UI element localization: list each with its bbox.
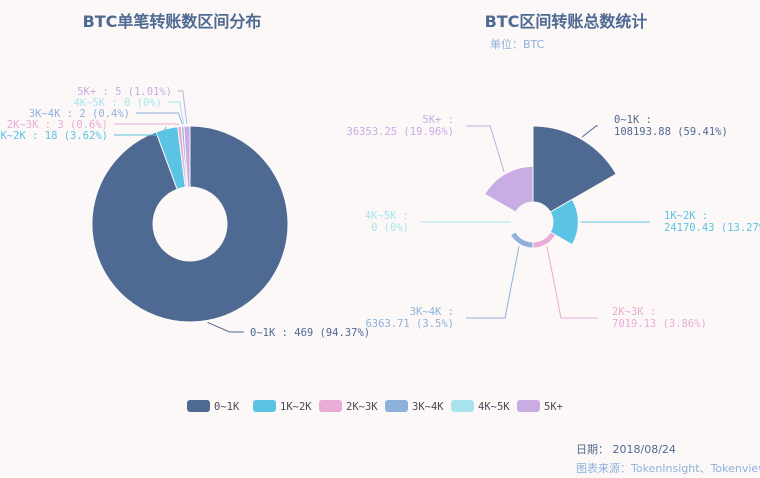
left-data-label-2k-3k: 2K~3K : 3 (0.6%) [7,119,108,131]
right-slice-1k-2k[interactable] [549,198,579,246]
right-data-label-name-1k-2k: 1K~2K : [664,210,708,222]
left-leader-line-3k-4k [136,112,183,125]
legend-swatch-0-1k [187,400,210,412]
right-data-label-value-3k-4k: 6363.71 (3.5%) [365,318,454,330]
legend-item-4k-5k[interactable]: 4K~5K [451,400,510,413]
right-chart-title: BTC区间转账总数统计 [485,12,648,31]
right-leader-line-2k-3k [546,246,598,319]
left-data-label-3k-4k: 3K~4K : 2 (0.4%) [29,108,130,120]
right-data-label-name-5kplus: 5K+ : [422,114,454,126]
right-data-label-value-1k-2k: 24170.43 (13.27%) [664,222,760,234]
legend: 0~1K 1K~2K 2K~3K 3K~4K 4K~5K 5K+ [187,400,563,413]
left-leader-line-4k-5k [168,101,185,125]
right-slice-5kplus[interactable] [484,165,534,213]
left-leader-line-2k-3k [114,123,180,126]
right-slice-3k-4k[interactable] [509,231,534,249]
legend-item-3k-4k[interactable]: 3K~4K [385,400,444,413]
right-chart-subtitle: 单位：BTC [490,37,545,51]
right-leader-line-0-1k [581,125,598,138]
legend-swatch-1k-2k [253,400,276,412]
legend-label-1k-2k: 1K~2K [280,401,312,413]
legend-item-5kplus[interactable]: 5K+ [517,400,563,413]
right-leader-line-3k-4k [466,246,520,319]
legend-swatch-3k-4k [385,400,408,412]
footer-date: 日期： 2018/08/24 [576,443,676,456]
legend-label-0-1k: 0~1K [214,401,240,413]
legend-label-2k-3k: 2K~3K [346,401,378,413]
right-data-label-name-0-1k: 0~1K : [614,114,652,126]
left-data-label-5kplus: 5K+ : 5 (1.01%) [77,86,172,98]
left-data-label-4k-5k: 4K~5K : 0 (0%) [73,97,162,109]
legend-label-3k-4k: 3K~4K [412,401,444,413]
legend-item-2k-3k[interactable]: 2K~3K [319,400,378,413]
legend-item-1k-2k[interactable]: 1K~2K [253,400,312,413]
legend-swatch-2k-3k [319,400,342,412]
legend-swatch-5kplus [517,400,540,412]
right-slice-2k-3k[interactable] [532,231,557,249]
left-data-label-1k-2k: 1K~2K : 18 (3.62%) [0,130,108,142]
left-slice-5kplus[interactable] [183,125,191,188]
right-data-label-value-2k-3k: 7019.13 (3.86%) [612,318,707,330]
legend-label-4k-5k: 4K~5K [478,401,510,413]
left-slice-0-1k[interactable] [91,125,289,323]
right-data-label-value-4k-5k: 0 (0%) [371,222,409,234]
left-chart-title: BTC单笔转账数区间分布 [83,12,262,31]
right-rose-chart: 0~1K :108193.88 (59.41%) 1K~2K :24170.43 … [347,114,760,330]
right-data-label-value-0-1k: 108193.88 (59.41%) [614,126,728,138]
left-leader-line-1k-2k [114,126,167,136]
left-leader-line-5kplus [178,90,188,125]
legend-item-0-1k[interactable]: 0~1K [187,400,240,413]
left-leader-line-0-1k [207,321,244,333]
footer-source: 图表来源：TokenInsight、Tokenview [576,461,760,475]
right-data-label-name-3k-4k: 3K~4K : [410,306,454,318]
legend-label-5kplus: 5K+ [544,401,563,413]
left-donut-chart: 0~1K : 469 (94.37%) 1K~2K : 18 (3.62%)2K~… [0,86,370,339]
right-slice-0-1k[interactable] [532,125,617,213]
right-data-label-name-4k-5k: 4K~5K : [365,210,409,222]
right-data-label-name-2k-3k: 2K~3K : [612,306,656,318]
legend-swatch-4k-5k [451,400,474,412]
right-leader-line-5kplus [466,125,505,173]
left-data-label-0-1k: 0~1K : 469 (94.37%) [250,327,370,339]
right-data-label-value-5kplus: 36353.25 (19.96%) [347,126,454,138]
